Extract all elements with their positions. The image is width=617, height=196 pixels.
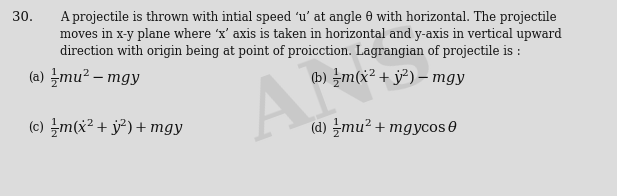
Text: $\frac{1}{2}mu^2 - mgy$: $\frac{1}{2}mu^2 - mgy$	[50, 66, 141, 90]
Text: (a): (a)	[28, 72, 44, 84]
Text: 30.: 30.	[12, 11, 33, 24]
Text: (b): (b)	[310, 72, 327, 84]
Text: $\frac{1}{2}m\left(\dot{x}^2 + \dot{y}^2\right) + mgy$: $\frac{1}{2}m\left(\dot{x}^2 + \dot{y}^2…	[50, 116, 183, 140]
Text: direction with origin being at point of proicction. Lagrangian of projectile is : direction with origin being at point of …	[60, 45, 521, 58]
Text: moves in x-y plane where ‘x’ axis is taken in horizontal and y-axis in vertical : moves in x-y plane where ‘x’ axis is tak…	[60, 28, 561, 41]
Text: $\frac{1}{2}m\left(\dot{x}^2 + \dot{y}^2\right) - mgy$: $\frac{1}{2}m\left(\dot{x}^2 + \dot{y}^2…	[332, 66, 465, 90]
Text: (d): (d)	[310, 122, 327, 134]
Text: ANS: ANS	[236, 18, 445, 158]
Text: $\frac{1}{2}mu^2 + mgy\cos\theta$: $\frac{1}{2}mu^2 + mgy\cos\theta$	[332, 116, 458, 140]
Text: (c): (c)	[28, 122, 44, 134]
Text: A projectile is thrown with intial speed ‘u’ at angle θ with horizontal. The pro: A projectile is thrown with intial speed…	[60, 11, 557, 24]
